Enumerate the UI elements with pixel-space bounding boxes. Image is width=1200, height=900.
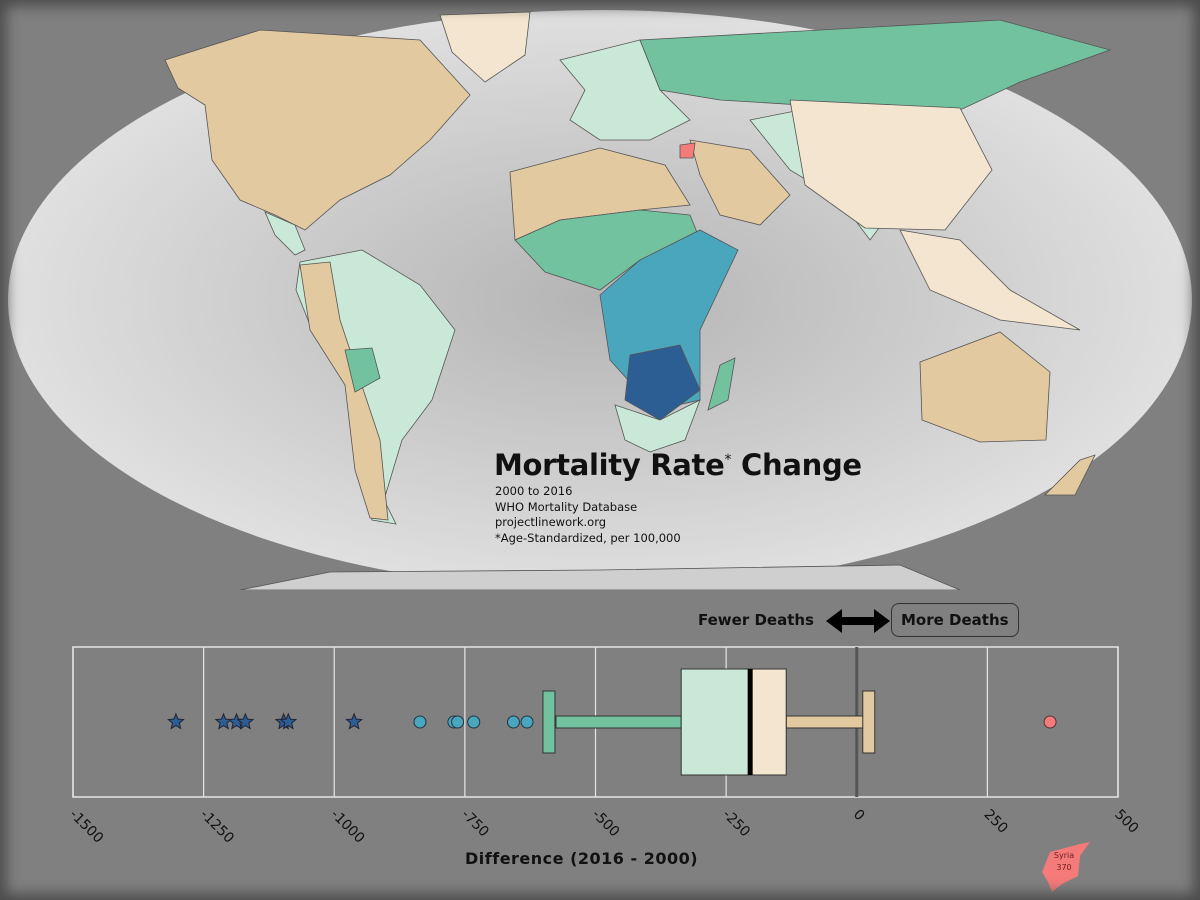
madagascar (707, 357, 736, 411)
middle-east (689, 139, 791, 226)
x-tick-label: -1500 (66, 807, 106, 847)
southeast-asia (899, 229, 1081, 331)
syria-label: Syria (1053, 851, 1075, 860)
box-plot: -1500 -1250 -1000 -750 -500 -250 0 250 500 (66, 646, 1141, 847)
extreme-outlier-star (167, 712, 185, 730)
australia (919, 331, 1051, 443)
more-deaths-label: More Deaths (891, 603, 1019, 637)
title-suffix: Change (741, 448, 862, 482)
subtitle: 2000 to 2016 WHO Mortality Database proj… (495, 484, 681, 546)
title-main: Mortality Rate (494, 448, 725, 482)
subtitle-footnote: *Age-Standardized, per 100,000 (495, 530, 681, 545)
x-tick-label: -250 (719, 807, 753, 841)
central-america (264, 211, 306, 256)
outlier-point (520, 715, 534, 729)
outlier-point (506, 715, 520, 729)
africa-south-central (624, 344, 701, 421)
subtitle-years: 2000 to 2016 (495, 484, 573, 498)
bolivia (344, 347, 381, 393)
box-upper-half (749, 668, 787, 776)
china (789, 99, 993, 231)
x-tick-label: 250 (981, 807, 1011, 837)
outlier-point (413, 715, 427, 729)
x-tick-label: 500 (1111, 807, 1141, 837)
x-tick-label: 0 (850, 807, 868, 825)
syria-shape-icon (1042, 842, 1090, 892)
subtitle-credit: projectlinework.org (495, 515, 607, 529)
outlier-point (451, 715, 465, 729)
double-arrow-icon (826, 609, 890, 633)
outlier-point (467, 715, 481, 729)
syria (679, 142, 696, 159)
north-america (164, 29, 471, 231)
andes (299, 261, 389, 521)
lower-whisker-cap (542, 690, 556, 754)
title-asterisk: * (724, 452, 732, 468)
upper-whisker (785, 715, 870, 729)
south-africa (614, 399, 701, 453)
world-map (8, 10, 1192, 590)
syria-value: 370 (1056, 863, 1072, 872)
antarctica (239, 564, 961, 590)
syria-callout: Syria 370 (1050, 850, 1078, 874)
outlier-point-high (1043, 715, 1057, 729)
map-title: Mortality Rate* Change (494, 448, 862, 482)
box-lower-half (680, 668, 751, 776)
subtitle-source: WHO Mortality Database (495, 499, 638, 514)
greenland (439, 11, 531, 83)
x-axis-label: Difference (2016 - 2000) (465, 849, 699, 868)
x-tick-label: -1250 (197, 807, 237, 847)
upper-whisker-cap (862, 690, 876, 754)
x-tick-label: -750 (458, 807, 492, 841)
fewer-deaths-label: Fewer Deaths (698, 611, 814, 629)
x-tick-label: -500 (589, 807, 623, 841)
extreme-outlier-star (214, 712, 233, 730)
new-zealand (1044, 454, 1096, 496)
extreme-outlier-star (236, 712, 255, 730)
extreme-outlier-star (279, 712, 298, 730)
x-tick-label: -1000 (327, 807, 367, 847)
lower-whisker (555, 715, 682, 729)
extreme-outlier-star (345, 712, 363, 730)
